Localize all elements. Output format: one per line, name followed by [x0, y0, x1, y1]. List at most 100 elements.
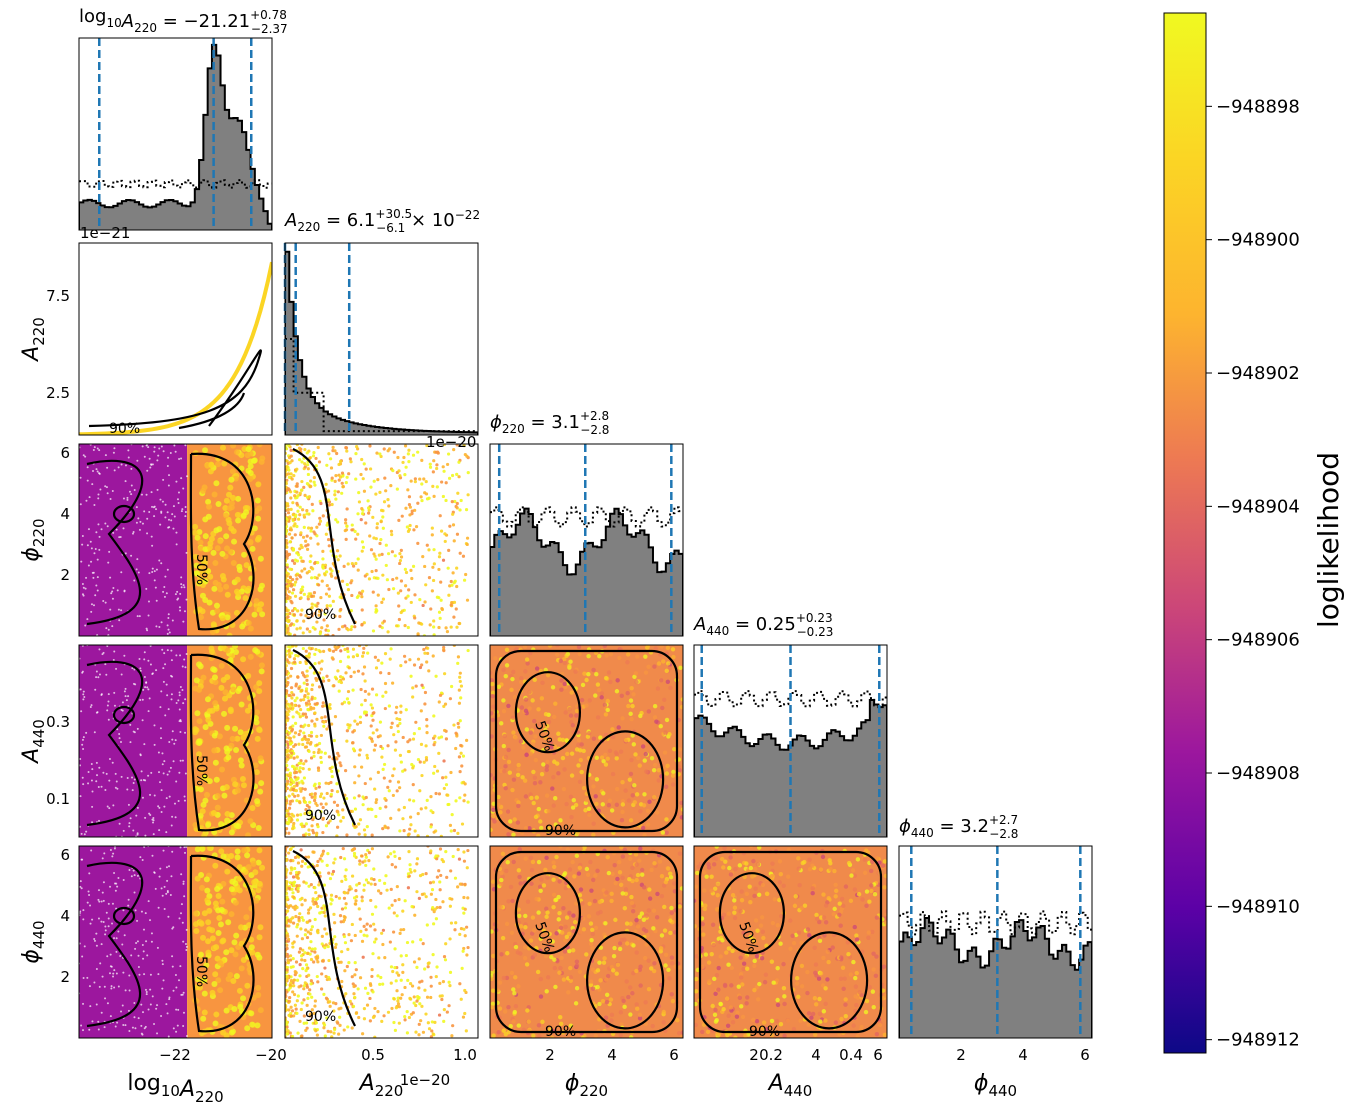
- hist-fill: [285, 251, 478, 435]
- xlabel-logA220: log10A220: [127, 1071, 223, 1106]
- contour-label: 90%: [305, 808, 336, 824]
- hist-phi440: [898, 845, 1093, 1039]
- colorbar-tick: −948912: [1216, 1030, 1300, 1051]
- colorbar-tick: −948902: [1216, 363, 1300, 384]
- contour-90: [292, 448, 356, 625]
- xlabel-phi440: ϕ440: [974, 1071, 1017, 1100]
- scatter-A220-A440: 90%: [284, 644, 479, 838]
- contour-label: 90%: [109, 421, 140, 437]
- contour-island: [112, 705, 136, 725]
- scatter-phi220-A440: 50%90%: [489, 644, 684, 839]
- scatter-logA220-phi440: 50%: [78, 845, 273, 1039]
- prior-outline: [899, 910, 1092, 936]
- ylabel-phi440: ϕ440: [19, 920, 48, 963]
- contour-label: 90%: [545, 1024, 576, 1040]
- panel-frame: [78, 37, 273, 231]
- hist-fill: [79, 44, 272, 230]
- scatter-A440-phi440: 50%90%: [693, 845, 888, 1040]
- undefined: 6: [669, 1046, 679, 1064]
- hist-outline: [285, 250, 478, 435]
- contour-label: 50%: [193, 554, 209, 585]
- contour-label: 90%: [749, 1024, 780, 1040]
- undefined: 2: [749, 1046, 759, 1064]
- offset-label: 1e−20: [426, 433, 476, 451]
- contour-island: [112, 504, 136, 524]
- title-logA220: log10A220 = −21.21+0.78 −2.37: [79, 6, 288, 36]
- undefined: 6: [873, 1046, 883, 1064]
- undefined: 0.2: [759, 1046, 783, 1064]
- panel-frame: [284, 845, 479, 1039]
- ytick: 2.5: [46, 384, 70, 402]
- panel-frame: [489, 644, 684, 838]
- title-A440: A440 = 0.25+0.23 −0.23: [693, 611, 833, 639]
- contour-label: 90%: [305, 607, 336, 623]
- scatter-logA220-A440: 50%: [78, 644, 273, 838]
- density-region-low: [79, 846, 188, 1038]
- undefined: 4: [607, 1046, 617, 1064]
- contour-90: [494, 850, 679, 1034]
- prior-outline: [79, 179, 272, 189]
- ylabel-A220: A220: [19, 317, 48, 363]
- hist-outline: [899, 916, 1092, 1038]
- ylabel-A440: A440: [19, 719, 48, 765]
- undefined: 2: [545, 1046, 555, 1064]
- panel-frame: [78, 443, 273, 637]
- scatter-logA220-phi220: 50%: [78, 443, 273, 637]
- contour-label: 90%: [545, 823, 576, 839]
- contour-90: [292, 850, 356, 1027]
- colorbar-label: loglikelihood: [1312, 452, 1345, 628]
- panel-frame: [284, 443, 479, 637]
- colorbar: −948898 −948900 −948902 −948904 −948906 −9489…: [1163, 12, 1345, 1054]
- title-A220: A220 = 6.1+30.5 −6.1 × 10−22: [284, 207, 480, 235]
- xtick: −20: [255, 1046, 287, 1064]
- hist-A440: [693, 644, 888, 838]
- xlabel-phi220: ϕ220: [565, 1071, 608, 1100]
- scatter-A220-phi220: 90%: [284, 443, 479, 637]
- colorbar-tick: −948898: [1216, 96, 1300, 117]
- contour-50: [514, 671, 582, 754]
- panel-frame: [489, 443, 684, 637]
- colorbar-tick: −948904: [1216, 496, 1300, 517]
- ytick: 0.1: [46, 790, 70, 808]
- contour-90: [86, 660, 144, 827]
- scatter-logA220-A220: 90%: [78, 242, 273, 437]
- panel-frame: [489, 845, 684, 1039]
- xtick: 1.0: [453, 1046, 477, 1064]
- contour-50: [189, 653, 255, 832]
- hist-A220: [283, 242, 479, 436]
- ytick: 7.5: [46, 287, 70, 305]
- xtick: 0.5: [361, 1046, 385, 1064]
- contour-90: [698, 850, 883, 1034]
- ytick: 2: [60, 968, 70, 986]
- colorbar-gradient: [1163, 12, 1207, 1054]
- offset-label: 1e−21: [80, 224, 130, 242]
- contour-50: [189, 452, 255, 631]
- xlabel-A440: A440: [767, 1071, 813, 1100]
- ytick: 4: [60, 907, 70, 925]
- colorbar-tick: −948906: [1216, 630, 1300, 651]
- xtick: −22: [159, 1046, 191, 1064]
- contour-island: [112, 906, 136, 926]
- contour-90: [86, 459, 144, 626]
- undefined: 4: [1018, 1046, 1028, 1064]
- contour-50: [585, 730, 665, 829]
- contour-50: [789, 931, 869, 1030]
- hist-fill: [899, 917, 1092, 1038]
- contour-90: [292, 649, 356, 826]
- undefined: 4: [811, 1046, 821, 1064]
- contour-50: [718, 872, 786, 955]
- ytick: 6: [60, 846, 70, 864]
- scatter-A220-phi440: 90%: [284, 845, 479, 1039]
- ytick: 2: [60, 566, 70, 584]
- panel-frame: [693, 644, 888, 838]
- contour-label: 90%: [305, 1009, 336, 1025]
- contour-50: [189, 854, 255, 1033]
- colorbar-tick: −948900: [1216, 230, 1300, 251]
- contour-50: [585, 931, 665, 1030]
- ylabel-phi220: ϕ220: [19, 518, 48, 561]
- panel-frame: [284, 242, 479, 436]
- panel-frame: [78, 242, 273, 436]
- hist-phi220: [489, 443, 684, 637]
- curve-band: [79, 261, 272, 435]
